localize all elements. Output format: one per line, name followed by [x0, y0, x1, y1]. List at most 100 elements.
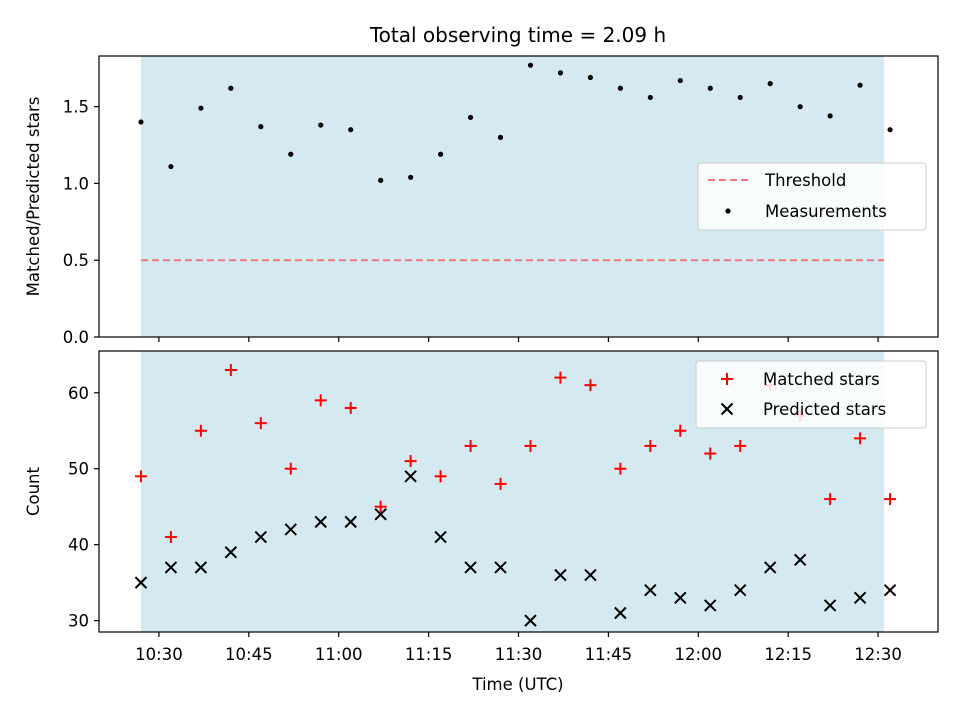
matched-star-point — [194, 424, 207, 437]
measurement-point — [348, 127, 354, 133]
predicted-star-point — [823, 599, 837, 612]
predicted-star-point — [763, 561, 777, 574]
predicted-star-point — [554, 568, 567, 582]
legend-threshold-label: Threshold — [764, 171, 846, 190]
legend-matched-marker — [721, 373, 733, 385]
bottom-y-tick-label: 60 — [68, 384, 89, 403]
matched-star-point — [524, 439, 537, 452]
predicted-star-point — [793, 553, 807, 567]
predicted-star-point — [524, 614, 537, 627]
top-legend: Threshold Measurements — [697, 162, 927, 231]
measurement-point — [767, 81, 773, 87]
top-y-tick-label: 0.5 — [63, 251, 89, 270]
predicted-star-point — [883, 584, 897, 597]
x-tick-label: 11:15 — [405, 645, 453, 664]
legend-predicted-marker — [720, 402, 734, 416]
x-axis-label: Time (UTC) — [471, 675, 563, 694]
matched-star-point — [344, 401, 357, 414]
x-tick-label: 11:30 — [495, 645, 543, 664]
bottom-y-tick-label: 50 — [68, 460, 89, 479]
measurement-point — [527, 62, 534, 68]
measurement-point — [827, 113, 833, 119]
measurement-point — [737, 94, 743, 101]
measurement-point — [677, 77, 683, 84]
predicted-star-point — [254, 530, 268, 544]
legend-measurements-label: Measurements — [765, 202, 887, 221]
x-tick-label: 12:00 — [675, 645, 723, 664]
measurement-point — [887, 127, 893, 133]
measurement-point — [198, 105, 204, 111]
top-y-tick-label: 1.5 — [63, 98, 89, 117]
measurement-point — [288, 151, 294, 157]
matched-star-point — [134, 470, 147, 483]
legend-measurements-swatch — [725, 208, 731, 214]
x-tick-label: 11:45 — [585, 645, 633, 664]
matched-star-point — [734, 439, 747, 452]
measurement-point — [707, 85, 713, 91]
measurement-point — [378, 177, 384, 183]
predicted-star-point — [704, 599, 717, 612]
measurement-point — [617, 85, 623, 91]
x-tick-label: 10:45 — [225, 645, 273, 664]
matched-star-point — [824, 493, 837, 506]
bottom-legend-box — [695, 360, 927, 429]
predicted-star-point — [344, 515, 357, 529]
measurement-point — [587, 74, 594, 81]
top-y-axis-label: Matched/Predicted stars — [24, 97, 43, 297]
predicted-star-point — [374, 508, 387, 521]
bottom-panel: 30 40 50 60 10:30 10:45 11:00 11:15 11:30 11:45 1… — [24, 350, 939, 694]
measurement-point — [797, 104, 803, 110]
top-panel: 0.0 0.5 1.0 1.5 Matched/Predicted stars Thr… — [24, 55, 939, 347]
x-tick-label: 12:15 — [764, 645, 812, 664]
predicted-star-point — [134, 576, 148, 589]
matched-star-point — [224, 363, 237, 376]
bottom-legend: Matched stars Predicted stars — [695, 360, 927, 429]
measurement-point — [857, 82, 863, 88]
legend-matched-label: Matched stars — [763, 370, 880, 389]
predicted-star-point — [494, 561, 507, 574]
matched-star-point — [704, 447, 717, 460]
matched-star-point — [644, 439, 657, 452]
matched-star-point — [464, 439, 477, 452]
measurement-point — [467, 114, 474, 121]
matched-star-point — [164, 531, 177, 544]
matched-star-point — [314, 394, 327, 407]
predicted-star-point — [224, 546, 238, 559]
measurement-point — [318, 122, 324, 128]
measurement-point — [497, 134, 504, 140]
measurement-point — [557, 70, 564, 76]
matched-star-point — [494, 477, 507, 490]
predicted-star-point — [853, 591, 867, 605]
matched-star-point — [614, 462, 627, 475]
predicted-star-point — [584, 568, 597, 582]
legend-predicted-label: Predicted stars — [763, 400, 886, 419]
matched-star-point — [404, 455, 417, 468]
bottom-y-tick-label: 40 — [68, 536, 89, 555]
measurement-point — [258, 124, 264, 130]
x-tick-label: 11:00 — [315, 645, 363, 664]
bottom-y-axis-label: Count — [24, 466, 43, 516]
measurement-point — [437, 151, 444, 157]
measurement-point — [647, 94, 653, 101]
predicted-star-point — [674, 591, 687, 605]
measurement-point — [138, 119, 144, 125]
predicted-star-point — [614, 606, 627, 620]
bottom-y-tick-label: 30 — [68, 612, 89, 631]
x-tick-label: 10:30 — [135, 645, 183, 664]
matched-star-point — [554, 371, 567, 384]
matched-star-point — [674, 424, 687, 437]
matched-star-point — [254, 417, 267, 430]
predicted-star-point — [464, 561, 477, 574]
top-legend-box — [697, 162, 927, 231]
x-tick-label: 12:30 — [854, 645, 902, 664]
matched-star-point — [584, 379, 597, 392]
predicted-star-point — [164, 561, 178, 574]
legend-matched-swatch — [721, 373, 733, 385]
top-y-tick-label: 1.0 — [63, 174, 89, 193]
matched-star-point — [854, 432, 867, 445]
chart-title: Total observing time = 2.09 h — [369, 23, 666, 47]
predicted-star-point — [314, 515, 327, 529]
matched-star-point — [374, 500, 387, 513]
top-y-tick-label: 0.0 — [63, 328, 89, 347]
